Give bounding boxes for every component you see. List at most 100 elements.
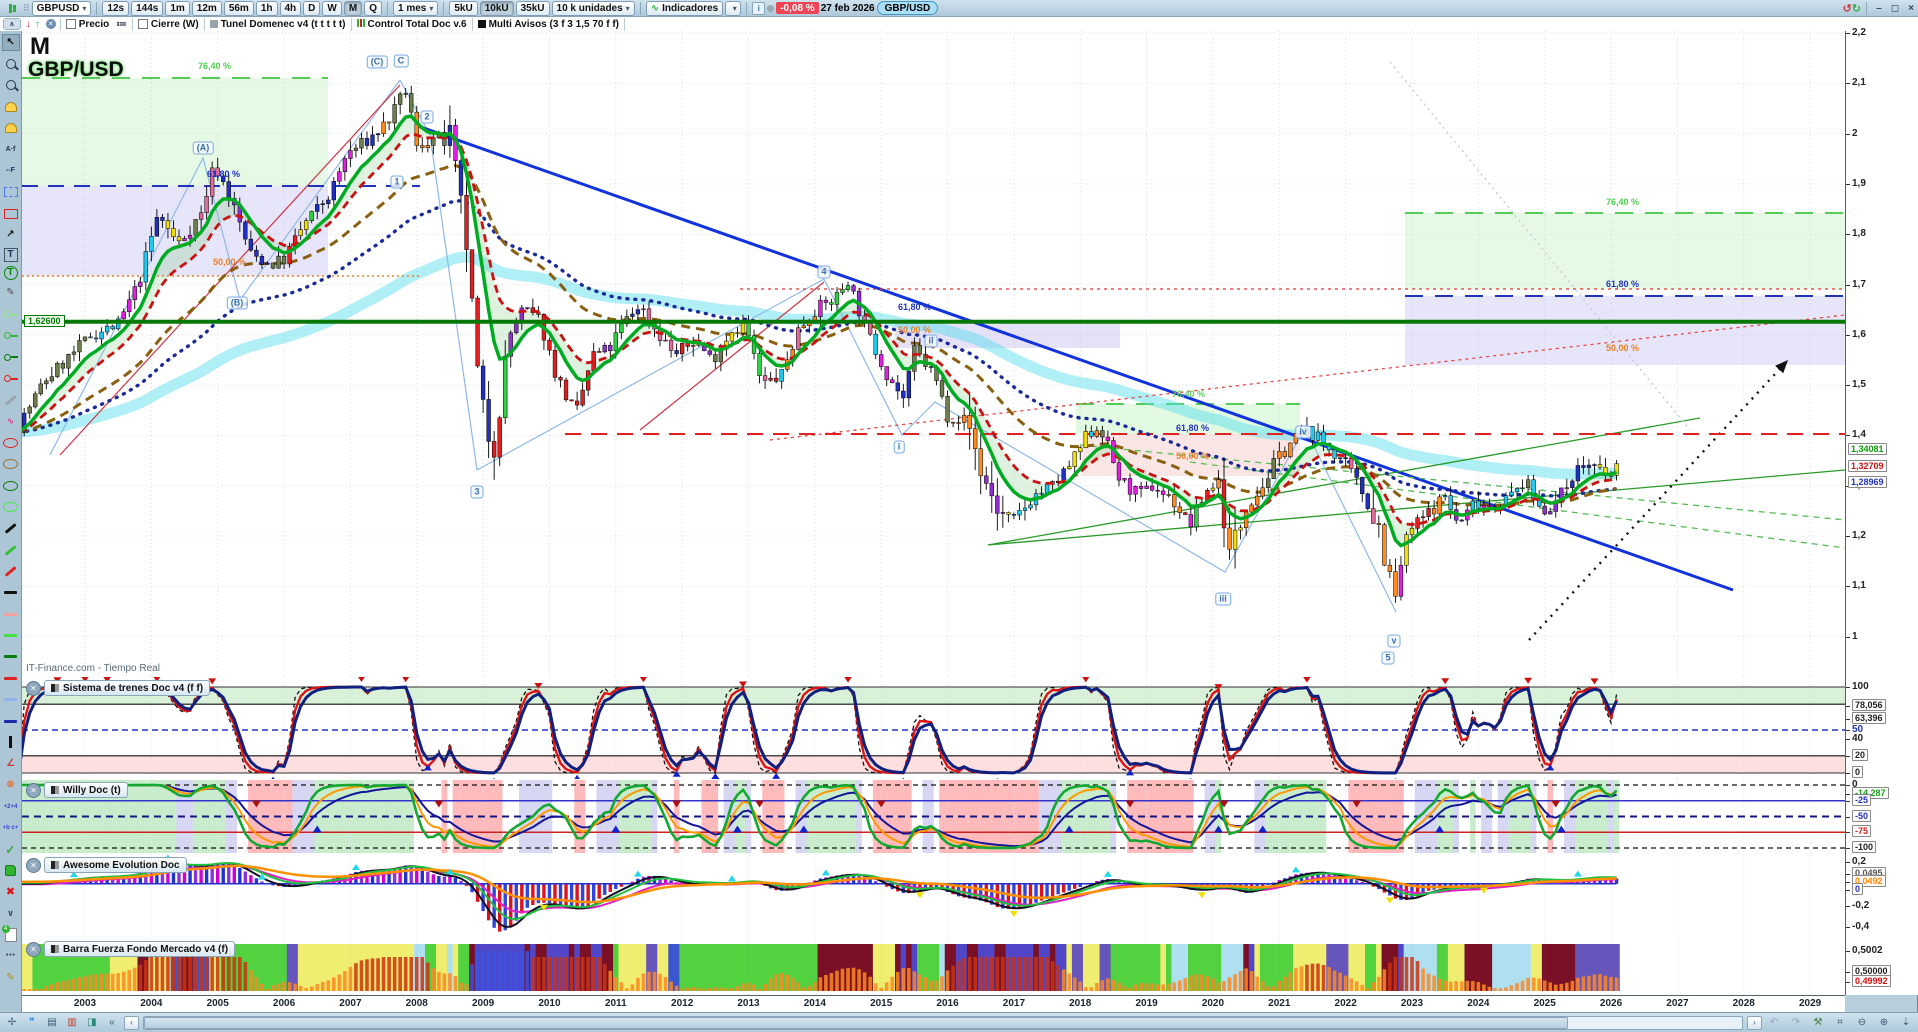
refresh-icon[interactable]: ↺↻ [1842, 2, 1861, 15]
info-icon[interactable]: i [752, 1, 766, 15]
timeframe-button-12s[interactable]: 12s [102, 0, 130, 16]
panel-close-icon[interactable]: ✕ [26, 941, 41, 957]
toggle-control-total-doc-v-6[interactable]: Control Total Doc v.6 [352, 17, 473, 31]
restore-button[interactable]: ◻ [1890, 2, 1900, 14]
unit-button-35ku[interactable]: 35kU [515, 0, 550, 16]
willy-plot[interactable] [22, 779, 1845, 854]
timeframe-button-d[interactable]: D [303, 0, 321, 16]
screenshot-icon[interactable]: ◨ [87, 1017, 97, 1028]
panel-title-chip[interactable]: Barra Fuerza Fondo Mercado v4 (f) [44, 941, 236, 957]
scroll-left-button[interactable]: ‹ [124, 1015, 139, 1030]
auto-scroll-icon[interactable]: ⇣ [1901, 1017, 1911, 1028]
timeframe-button-1m[interactable]: 1m [165, 0, 190, 16]
ellipse-red-tool[interactable] [2, 434, 20, 451]
price-up-icon[interactable]: ↑ [34, 18, 40, 30]
collapse-tools[interactable]: ∨ [6, 908, 15, 919]
panel-close-icon[interactable]: ✕ [26, 857, 41, 873]
ruler-tool[interactable] [2, 392, 20, 409]
delete-tool[interactable]: ✖ [5, 885, 16, 898]
toggle-precio[interactable]: Precio ≔ [61, 17, 133, 31]
fib-auto-tool[interactable]: A·f [5, 145, 16, 153]
hline-navy-tool[interactable] [2, 713, 20, 730]
pencil-tool[interactable]: ✎ [6, 287, 15, 299]
indicators-button[interactable]: ∿ Indicadores [645, 0, 724, 16]
panel-close-icon[interactable]: ✕ [26, 782, 41, 798]
hline-lightblue-tool[interactable] [2, 691, 20, 708]
collapse-toolbar-button[interactable]: ∧ [3, 18, 21, 30]
price-axis[interactable]: 2,22,121,91,81,71,61,51,41,31,21,111,340… [1845, 27, 1918, 995]
like-tool[interactable] [2, 862, 20, 879]
timeframe-button-4h[interactable]: 4h [279, 0, 302, 16]
hline-pink-tool[interactable] [2, 606, 20, 623]
key-green-tool[interactable] [2, 327, 20, 344]
symbol-pill[interactable]: GBP/USD [876, 1, 939, 15]
timeframe-button-12m[interactable]: 12m [191, 0, 222, 16]
timeframe-button-w[interactable]: W [322, 0, 342, 16]
edit-list-tool[interactable]: ✎ [6, 971, 15, 983]
time-axis[interactable]: 2003 2004 2005 2006 2007 2008 2009 2010 2011 2012… [22, 995, 1845, 1013]
ellipse-darkgreen-tool[interactable] [2, 477, 20, 494]
toggle-multi-avisos-3-f-3-1-5-70-f-f-[interactable]: Multi Avisos (3 f 3 1,5 70 f f) [473, 17, 625, 31]
sistema-de-trenes-plot[interactable] [22, 677, 1845, 779]
vline-tool[interactable] [2, 734, 20, 751]
zoom-out-icon[interactable]: ⊖ [1857, 1017, 1867, 1028]
timeframe-button-q[interactable]: Q [364, 0, 382, 16]
toggle-tunel-domenec-v4-t-t-t-t-t-[interactable]: Tunel Domenec v4 (t t t t t) [205, 17, 352, 31]
hline-green-tool[interactable] [2, 627, 20, 644]
undo-icon[interactable]: ↶ [1769, 1017, 1779, 1028]
units-dropdown[interactable]: 10 k unidades [551, 0, 635, 16]
zone-red-tool[interactable] [2, 205, 20, 222]
unit-button-5ku[interactable]: 5kU [449, 0, 478, 16]
toggle-cierre-w-[interactable]: Cierre (W) [133, 17, 205, 31]
panel-title-chip[interactable]: Sistema de trenes Doc v4 (f f) [44, 680, 211, 696]
scroll-right-button[interactable]: › [1747, 1015, 1762, 1030]
indicators-dropdown[interactable] [725, 0, 742, 16]
key-red-tool[interactable] [2, 370, 20, 387]
validate-tool[interactable]: ✓ [5, 841, 16, 857]
hline-black-tool[interactable] [2, 584, 20, 601]
fib-level-tool[interactable]: --F [6, 167, 15, 175]
checkbox-icon[interactable] [137, 19, 148, 29]
zoom-area-tool[interactable] [2, 77, 20, 94]
zone-blue-tool[interactable] [2, 184, 20, 201]
timeframe-button-m[interactable]: M [343, 0, 363, 16]
settings-wrench-icon[interactable]: ⚒ [1813, 1017, 1823, 1028]
timeframe-button-1h[interactable]: 1h [255, 0, 278, 16]
angle-tool[interactable]: ∠ [6, 757, 15, 769]
panel-title-chip[interactable]: Willy Doc (t) [44, 782, 128, 798]
unit-button-10ku[interactable]: 10kU [479, 0, 514, 16]
chat-icon[interactable]: ❞ [29, 1017, 35, 1028]
line-diag-green-tool[interactable] [2, 541, 20, 558]
list-icon[interactable]: ≔ [116, 18, 127, 30]
symbol-selector[interactable]: GBPUSD [31, 0, 92, 16]
chart-scrollbar[interactable] [143, 1015, 1743, 1030]
text-tool[interactable]: T [3, 247, 18, 262]
pattern-tool[interactable]: ∿ [6, 416, 15, 427]
alarm-tool[interactable] [2, 120, 20, 137]
clear-indicators-icon[interactable]: ✕ [42, 17, 61, 31]
zoom-in-icon[interactable]: ⊕ [1879, 1017, 1889, 1028]
panel-close-icon[interactable]: ✕ [26, 680, 41, 696]
more-tools[interactable]: ⋯ [5, 950, 16, 962]
calc-letters-tool[interactable]: +b c+ [2, 824, 19, 831]
period-dropdown[interactable]: 1 mes [392, 0, 439, 16]
alarm-edit-tool[interactable] [2, 98, 20, 115]
checkbox-icon[interactable] [65, 19, 76, 29]
zoom-range-icon[interactable]: ⌗ [1837, 1017, 1843, 1028]
note-tool[interactable]: T [3, 266, 18, 281]
collapse-left-icon[interactable]: « [109, 1017, 115, 1028]
panel-title-chip[interactable]: Awesome Evolution Doc [44, 857, 187, 873]
main-chart-plot[interactable] [22, 31, 1845, 677]
hline-darkgreen-tool[interactable] [2, 648, 20, 665]
redo-icon[interactable]: ↷ [1791, 1017, 1801, 1028]
document-icon[interactable]: ▤ [47, 1017, 57, 1028]
alert-doc-tool[interactable]: 4 [1, 924, 20, 943]
share-icon[interactable]: ✢ [7, 1017, 17, 1028]
target-tool[interactable]: ⊕ [6, 779, 15, 791]
line-diag-red-tool[interactable] [2, 563, 20, 580]
price-down-icon[interactable]: ↓ [25, 18, 31, 30]
zoom-tool[interactable] [2, 55, 20, 72]
trend-arrow-tool[interactable]: ↗ [6, 229, 15, 241]
scrollbar-thumb[interactable] [144, 1016, 1569, 1029]
calc-numbers-tool[interactable]: +2+4 [3, 803, 18, 810]
